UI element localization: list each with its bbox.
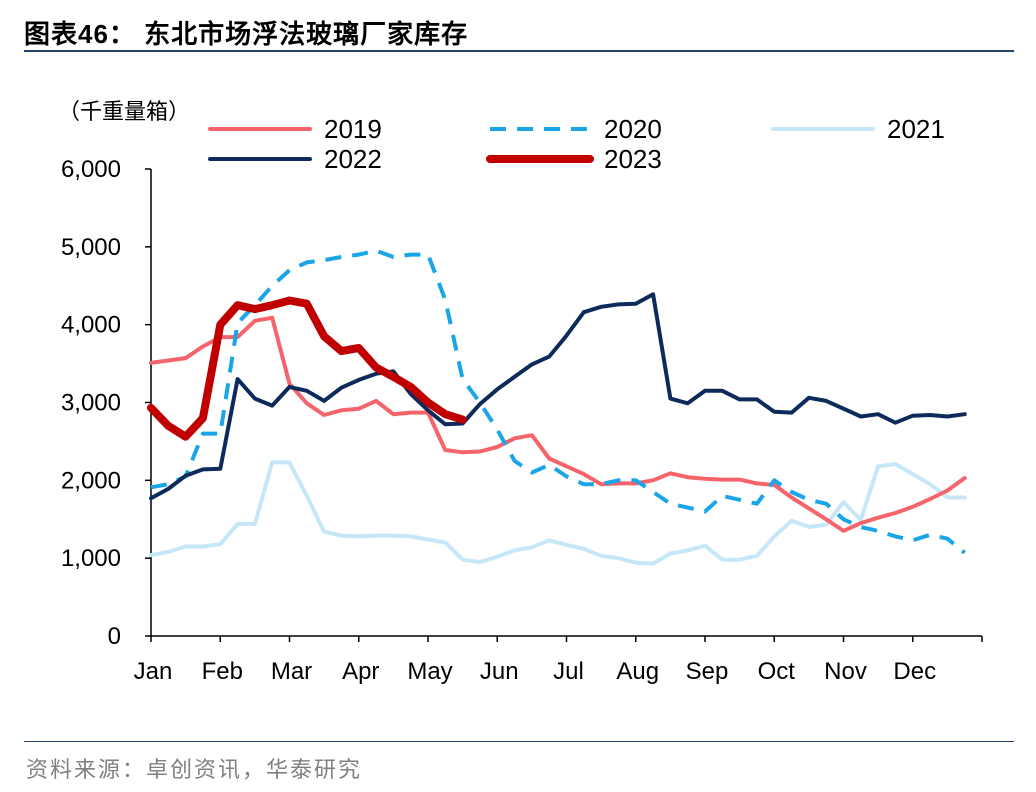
legend-label-2020: 2020	[604, 114, 662, 144]
x-tick-label: Jul	[553, 658, 584, 685]
legend-label-2021: 2021	[887, 114, 945, 144]
line-chart: （千重量箱） 2019 2020 2021 2022 2023 0 1,000 2,000 3…	[58, 99, 983, 685]
x-tick-label: Sep	[686, 658, 729, 685]
title-divider	[24, 50, 1014, 52]
y-tick-label: 4,000	[61, 312, 121, 339]
title-row: 图表46： 东北市场浮法玻璃厂家库存	[24, 10, 1014, 50]
x-tick-label: Dec	[893, 658, 936, 685]
y-tick-label: 2,000	[61, 467, 121, 494]
chart-axes: 0 1,000 2,000 3,000 4,000 5,000 6,000 Jan Feb Mar…	[61, 156, 983, 685]
y-unit-label: （千重量箱）	[58, 99, 190, 124]
footer-divider	[24, 741, 1014, 742]
x-tick-label: Feb	[202, 658, 243, 685]
y-tick-label: 0	[108, 623, 121, 650]
legend-label-2023: 2023	[604, 144, 662, 174]
x-tick-label: Apr	[342, 658, 379, 685]
x-tick-label: Nov	[824, 658, 867, 685]
series-line-2019	[149, 315, 967, 533]
x-tick-label: Mar	[271, 658, 312, 685]
x-tick-label: Aug	[616, 658, 659, 685]
x-tick-label: Oct	[758, 658, 796, 685]
y-tick-label: 5,000	[61, 234, 121, 261]
x-tick-label: Jan	[134, 658, 173, 685]
y-tick-label: 3,000	[61, 390, 121, 417]
x-tick-label: May	[407, 658, 452, 685]
x-tick-label: Jun	[480, 658, 519, 685]
series-line-2020	[150, 248, 966, 555]
legend-label-2019: 2019	[324, 114, 382, 144]
y-tick-label: 1,000	[61, 545, 121, 572]
y-tick-label: 6,000	[61, 156, 121, 183]
series-line-2021	[149, 460, 967, 566]
series-layer	[147, 248, 967, 566]
legend-label-2022: 2022	[324, 144, 382, 174]
series-line-2022	[149, 292, 967, 501]
chart-container: （千重量箱） 2019 2020 2021 2022 2023 0 1,000 2,000 3…	[0, 52, 1036, 742]
figure-title: 图表46： 东北市场浮法玻璃厂家库存	[24, 19, 469, 49]
chart-legend: 2019 2020 2021 2022 2023	[208, 114, 945, 174]
source-note: 资料来源：卓创资讯，华泰研究	[26, 758, 363, 783]
series-line-2023	[147, 296, 467, 441]
